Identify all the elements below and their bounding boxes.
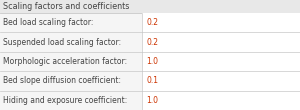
Bar: [0, 71, 300, 91]
Bar: [142, 32, 300, 52]
Text: Suspended load scaling factor:: Suspended load scaling factor:: [3, 38, 121, 47]
Bar: [0, 52, 300, 71]
Text: 0.1: 0.1: [146, 76, 158, 85]
Text: Bed load scaling factor:: Bed load scaling factor:: [3, 18, 93, 27]
Bar: [0, 32, 300, 52]
Text: Scaling factors and coefficients: Scaling factors and coefficients: [3, 2, 129, 11]
Bar: [142, 91, 300, 110]
Text: Bed slope diffusion coefficient:: Bed slope diffusion coefficient:: [3, 76, 121, 85]
Text: Hiding and exposure coefficient:: Hiding and exposure coefficient:: [3, 96, 127, 105]
Bar: [142, 52, 300, 71]
Bar: [0, 91, 300, 110]
Text: 1.0: 1.0: [146, 96, 158, 105]
Text: 0.2: 0.2: [146, 18, 158, 27]
Text: Morphologic acceleration factor:: Morphologic acceleration factor:: [3, 57, 127, 66]
Text: 0.2: 0.2: [146, 38, 158, 47]
Bar: [0, 13, 300, 32]
Bar: [142, 13, 300, 32]
Text: 1.0: 1.0: [146, 57, 158, 66]
Bar: [142, 71, 300, 91]
